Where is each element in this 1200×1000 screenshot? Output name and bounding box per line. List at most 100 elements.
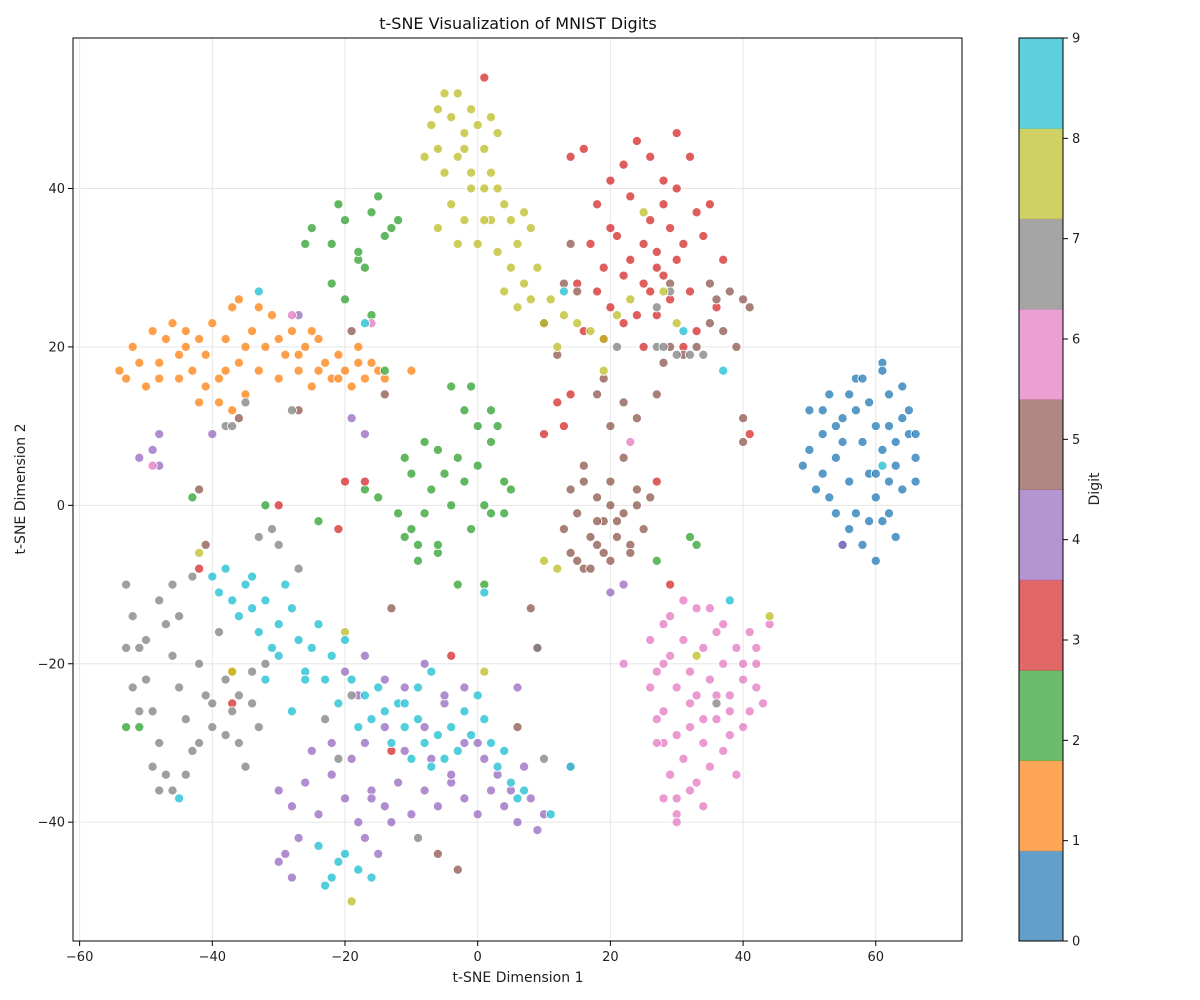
data-point-digit-9 <box>678 326 689 337</box>
data-point-digit-0 <box>817 405 828 416</box>
data-point-digit-5 <box>572 286 583 297</box>
data-point-digit-4 <box>207 429 218 440</box>
data-point-digit-0 <box>804 444 815 455</box>
data-point-digit-8 <box>499 199 510 210</box>
data-point-digit-2 <box>419 436 430 448</box>
data-point-digit-8 <box>446 112 457 123</box>
data-point-digit-1 <box>406 365 417 376</box>
data-point-digit-6 <box>751 658 762 669</box>
data-point-digit-1 <box>180 341 191 352</box>
data-point-digit-3 <box>691 207 702 218</box>
data-point-digit-1 <box>207 318 218 329</box>
plot-area-frame <box>72 37 963 942</box>
data-point-digit-2 <box>134 722 145 733</box>
data-point-digit-5 <box>618 397 629 408</box>
data-point-digit-1 <box>266 310 278 321</box>
data-point-digit-4 <box>472 809 483 820</box>
data-point-digit-5 <box>605 555 616 566</box>
data-point-digit-3 <box>651 262 662 273</box>
data-point-digit-9 <box>426 761 437 772</box>
colorbar-frame <box>1018 37 1064 942</box>
data-point-digit-5 <box>565 484 576 495</box>
data-point-digit-3 <box>605 175 616 186</box>
data-point-digit-6 <box>704 761 715 772</box>
data-point-digit-3 <box>273 500 284 511</box>
data-point-digit-1 <box>213 397 225 408</box>
data-point-digit-2 <box>485 508 497 519</box>
data-point-digit-7 <box>154 785 165 796</box>
data-point-digit-6 <box>286 310 297 321</box>
data-point-digit-8 <box>572 318 583 329</box>
data-point-digit-1 <box>333 373 344 384</box>
x-tick-label: 60 <box>867 950 884 965</box>
colorbar-segment-3 <box>1019 579 1063 671</box>
data-point-digit-4 <box>359 429 370 440</box>
data-point-digit-0 <box>857 373 868 384</box>
data-point-digit-9 <box>247 571 258 582</box>
data-point-digit-0 <box>837 436 848 448</box>
data-point-digit-6 <box>738 658 749 669</box>
data-point-digit-9 <box>472 690 483 701</box>
data-point-digit-0 <box>890 531 901 543</box>
data-point-digit-9 <box>333 856 344 867</box>
data-point-digit-7 <box>187 571 198 582</box>
data-point-digit-1 <box>200 349 211 360</box>
data-point-digit-6 <box>731 769 742 780</box>
colorbar-tick-label: 5 <box>1072 433 1080 448</box>
colorbar-segment-4 <box>1019 489 1063 581</box>
data-point-digit-1 <box>273 373 284 384</box>
data-point-digit-9 <box>286 603 297 614</box>
data-point-digit-9 <box>359 690 370 701</box>
data-point-digit-4 <box>605 587 616 598</box>
data-point-digit-1 <box>260 341 271 352</box>
data-point-digit-7 <box>160 769 171 780</box>
data-point-digit-9 <box>346 674 357 685</box>
data-point-digit-5 <box>565 238 576 249</box>
data-point-digit-9 <box>479 587 490 598</box>
data-point-digit-0 <box>864 516 875 527</box>
data-point-digit-7 <box>273 539 284 550</box>
data-point-digit-5 <box>592 516 603 527</box>
data-point-digit-8 <box>512 302 523 313</box>
data-point-digit-5 <box>718 326 729 337</box>
data-point-digit-0 <box>864 397 875 408</box>
colorbar-tick-label: 3 <box>1072 634 1080 649</box>
data-point-digit-1 <box>154 357 165 368</box>
data-point-digit-6 <box>738 722 749 733</box>
data-point-digit-2 <box>446 381 457 392</box>
data-point-digit-7 <box>671 349 682 360</box>
data-point-digit-8 <box>432 104 443 115</box>
data-point-digit-3 <box>651 246 662 257</box>
y-tick-label: 40 <box>48 182 65 197</box>
data-point-digit-7 <box>658 341 669 352</box>
data-point-digit-8 <box>585 326 596 337</box>
data-point-digit-3 <box>565 389 576 400</box>
data-point-digit-7 <box>180 769 191 780</box>
data-point-digit-9 <box>519 785 530 796</box>
data-point-digit-6 <box>691 777 702 788</box>
data-point-digit-2 <box>439 468 450 479</box>
data-point-digit-4 <box>154 429 165 440</box>
data-point-digit-7 <box>333 753 344 764</box>
data-point-digit-9 <box>512 793 523 804</box>
data-point-digit-9 <box>459 706 470 717</box>
data-point-digit-2 <box>406 468 417 479</box>
data-point-digit-4 <box>439 690 450 701</box>
data-point-digit-9 <box>485 737 497 749</box>
data-point-digit-9 <box>273 650 284 661</box>
data-point-digit-8 <box>432 223 443 234</box>
data-point-digit-2 <box>426 484 437 495</box>
data-point-digit-8 <box>227 666 238 677</box>
colorbar: 0 1 2 3 4 5 6 7 8 9 <box>1018 32 1080 950</box>
data-point-digit-7 <box>174 611 185 622</box>
data-point-digit-7 <box>346 690 357 701</box>
data-point-digit-2 <box>452 579 463 590</box>
data-point-digit-6 <box>658 658 669 669</box>
data-point-digit-6 <box>645 634 656 646</box>
data-point-digit-2 <box>306 223 317 234</box>
data-point-digit-0 <box>883 421 895 432</box>
data-point-digit-7 <box>140 634 152 646</box>
data-point-digit-7 <box>194 737 205 749</box>
data-point-digit-2 <box>466 381 477 392</box>
data-point-digit-7 <box>121 642 132 653</box>
